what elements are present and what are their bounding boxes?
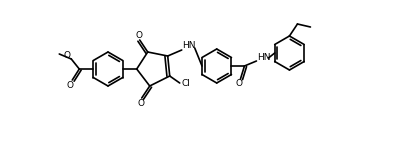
- Text: HN: HN: [257, 52, 270, 61]
- Text: O: O: [236, 80, 243, 89]
- Text: Cl: Cl: [181, 80, 190, 89]
- Text: O: O: [137, 99, 144, 107]
- Text: O: O: [64, 50, 71, 60]
- Text: HN: HN: [182, 41, 196, 50]
- Text: O: O: [67, 81, 74, 90]
- Text: O: O: [135, 30, 142, 39]
